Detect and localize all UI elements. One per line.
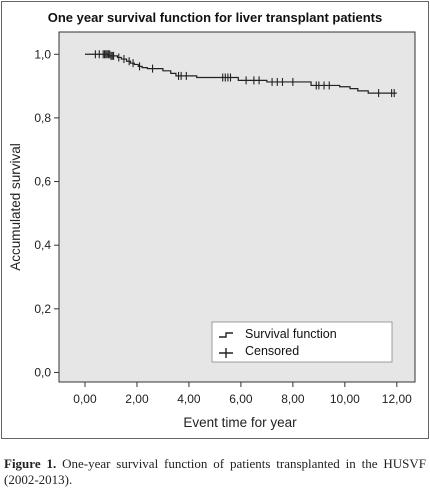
figure-caption: Figure 1. One-year survival function of … xyxy=(4,456,426,488)
chart-title: One year survival function for liver tra… xyxy=(48,10,382,25)
series-layer xyxy=(84,53,397,94)
legend-label-censored: Censored xyxy=(245,344,299,358)
y-tick-label: 1,0 xyxy=(34,47,51,61)
x-axis: 0,00 2,00 4,00 6,00 8,00 10,00 12,00 xyxy=(73,382,412,406)
x-tick-label: 6,00 xyxy=(229,392,253,406)
y-tick-label: 0,8 xyxy=(34,111,51,125)
y-axis: 0,0 0,2 0,4 0,6 0,8 1,0 xyxy=(34,47,59,379)
legend-step-symbol xyxy=(219,332,233,338)
legend-box xyxy=(211,321,393,363)
y-tick-label: 0,6 xyxy=(34,175,51,189)
legend-cross-symbol xyxy=(219,348,233,358)
censored-marks xyxy=(94,50,395,98)
y-tick-label: 0,2 xyxy=(34,302,51,316)
survival-function-line xyxy=(84,53,397,94)
x-axis-title: Event time for year xyxy=(183,415,297,430)
y-axis-title: Accumulated survival xyxy=(8,143,23,271)
y-tick-label: 0,0 xyxy=(34,365,51,379)
legend-label-survival: Survival function xyxy=(245,327,337,341)
x-tick-label: 12,00 xyxy=(382,392,412,406)
caption-lead: Figure 1. xyxy=(4,456,57,471)
x-tick-label: 10,00 xyxy=(330,392,360,406)
x-tick-label: 0,00 xyxy=(73,392,97,406)
survival-chart: One year survival function for liver tra… xyxy=(1,1,429,439)
y-tick-label: 0,4 xyxy=(34,238,51,252)
caption-text: One-year survival function of patients t… xyxy=(4,456,426,487)
x-tick-label: 8,00 xyxy=(281,392,305,406)
x-tick-label: 2,00 xyxy=(125,392,149,406)
chart-frame: One year survival function for liver tra… xyxy=(1,1,429,439)
x-tick-label: 4,00 xyxy=(177,392,201,406)
legend: Survival function Censored xyxy=(211,321,393,363)
